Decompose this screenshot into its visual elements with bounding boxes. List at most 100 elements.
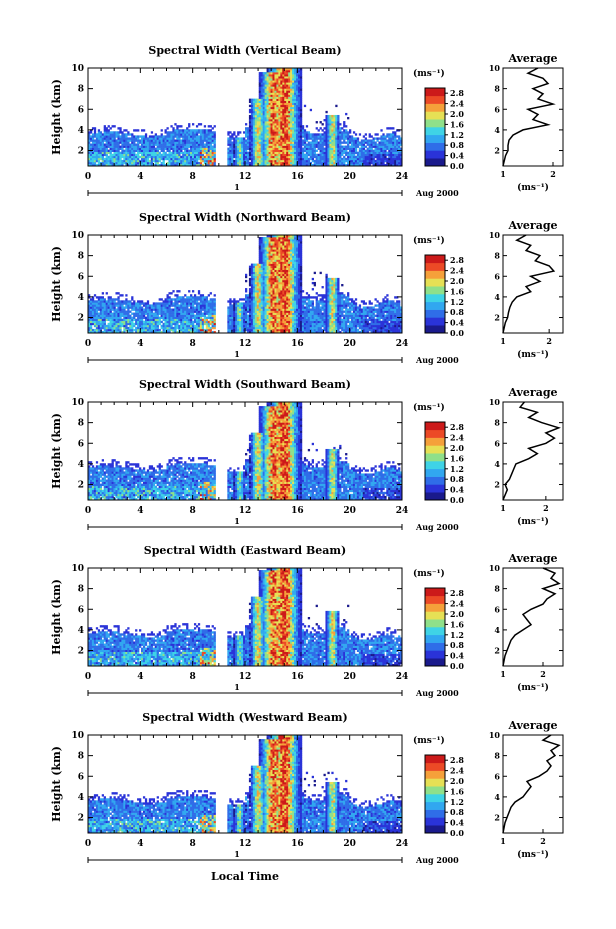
heatmap-cell bbox=[331, 125, 333, 127]
heatmap-cell bbox=[265, 160, 267, 162]
heatmap-cell bbox=[271, 99, 273, 101]
heatmap-cell bbox=[327, 160, 329, 162]
heatmap-cell bbox=[98, 144, 100, 146]
heatmap-cell bbox=[94, 139, 96, 141]
heatmap-cell bbox=[267, 99, 269, 101]
heatmap-cell bbox=[272, 158, 274, 160]
heatmap-cell bbox=[292, 70, 294, 72]
heatmap-cell bbox=[371, 146, 373, 148]
heatmap-cell bbox=[261, 95, 263, 97]
heatmap-cell bbox=[282, 101, 284, 103]
heatmap-cell bbox=[121, 144, 123, 146]
heatmap-cell bbox=[276, 105, 278, 107]
heatmap-cell bbox=[257, 113, 259, 115]
heatmap-cell bbox=[188, 160, 190, 162]
heatmap-cell bbox=[196, 162, 198, 164]
heatmap-cell bbox=[231, 156, 233, 158]
heatmap-cell bbox=[255, 111, 257, 113]
heatmap-cell bbox=[369, 146, 371, 148]
heatmap-cell bbox=[272, 148, 274, 150]
heatmap-cell bbox=[249, 99, 251, 101]
heatmap-cell bbox=[261, 123, 263, 125]
heatmap-cell bbox=[359, 156, 361, 158]
heatmap-cell bbox=[110, 154, 112, 156]
heatmap-cell bbox=[127, 146, 129, 148]
heatmap-cell bbox=[267, 103, 269, 105]
heatmap-cell bbox=[267, 123, 269, 125]
heatmap-cell bbox=[159, 160, 161, 162]
heatmap-cell bbox=[267, 111, 269, 113]
heatmap-cell bbox=[345, 158, 347, 160]
heatmap-cell bbox=[331, 119, 333, 121]
heatmap-cell bbox=[333, 135, 335, 137]
heatmap-cell bbox=[168, 150, 170, 152]
heatmap-cell bbox=[257, 99, 259, 101]
heatmap-cell bbox=[204, 146, 206, 148]
heatmap-cell bbox=[324, 133, 326, 135]
heatmap-cell bbox=[292, 123, 294, 125]
heatmap-cell bbox=[320, 135, 322, 137]
heatmap-cell bbox=[298, 125, 300, 127]
heatmap-cell bbox=[284, 72, 286, 74]
heatmap-cell bbox=[151, 148, 153, 150]
heatmap-cell bbox=[347, 117, 349, 119]
heatmap-cell bbox=[202, 135, 204, 137]
heatmap-cell bbox=[339, 131, 341, 133]
heatmap-cell bbox=[284, 103, 286, 105]
heatmap-cell bbox=[271, 109, 273, 111]
heatmap-cell bbox=[288, 90, 290, 92]
heatmap-cell bbox=[157, 142, 159, 144]
heatmap-cell bbox=[378, 142, 380, 144]
heatmap-cell bbox=[206, 156, 208, 158]
heatmap-cell bbox=[290, 95, 292, 97]
heatmap-cell bbox=[267, 84, 269, 86]
heatmap-cell bbox=[280, 105, 282, 107]
heatmap-cell bbox=[306, 133, 308, 135]
heatmap-cell bbox=[351, 137, 353, 139]
heatmap-cell bbox=[149, 139, 151, 141]
heatmap-cell bbox=[294, 113, 296, 115]
heatmap-cell bbox=[174, 123, 176, 125]
heatmap-cell bbox=[341, 146, 343, 148]
heatmap-cell bbox=[153, 150, 155, 152]
heatmap-cell bbox=[355, 160, 357, 162]
heatmap-cell bbox=[271, 72, 273, 74]
heatmap-cell bbox=[145, 139, 147, 141]
heatmap-cell bbox=[278, 101, 280, 103]
heatmap-cell bbox=[202, 152, 204, 154]
heatmap-cell bbox=[280, 107, 282, 109]
heatmap-cell bbox=[194, 148, 196, 150]
heatmap-cell bbox=[145, 150, 147, 152]
heatmap-cell bbox=[253, 160, 255, 162]
heatmap-cell bbox=[388, 154, 390, 156]
heatmap-cell bbox=[214, 162, 216, 164]
heatmap-cell bbox=[388, 144, 390, 146]
heatmap-cell bbox=[288, 84, 290, 86]
heatmap-cell bbox=[276, 152, 278, 154]
heatmap-cell bbox=[300, 127, 302, 129]
heatmap-cell bbox=[343, 129, 345, 131]
heatmap-cell bbox=[288, 137, 290, 139]
heatmap-cell bbox=[178, 139, 180, 141]
heatmap-cell bbox=[182, 162, 184, 164]
heatmap-cell bbox=[292, 125, 294, 127]
heatmap-cell bbox=[184, 156, 186, 158]
heatmap-cell bbox=[172, 146, 174, 148]
heatmap-cell bbox=[241, 160, 243, 162]
heatmap-cell bbox=[371, 139, 373, 141]
heatmap-cell bbox=[284, 99, 286, 101]
heatmap-cell bbox=[235, 148, 237, 150]
heatmap-cell bbox=[337, 123, 339, 125]
heatmap-cell bbox=[302, 133, 304, 135]
heatmap-cell bbox=[208, 148, 210, 150]
heatmap-cell bbox=[186, 156, 188, 158]
heatmap-cell bbox=[327, 123, 329, 125]
heatmap-cell bbox=[104, 152, 106, 154]
heatmap-cell bbox=[380, 156, 382, 158]
heatmap-cell bbox=[316, 156, 318, 158]
heatmap-cell bbox=[278, 129, 280, 131]
heatmap-cell bbox=[371, 152, 373, 154]
heatmap-cell bbox=[153, 148, 155, 150]
heatmap-cell bbox=[333, 123, 335, 125]
heatmap-cell bbox=[194, 162, 196, 164]
